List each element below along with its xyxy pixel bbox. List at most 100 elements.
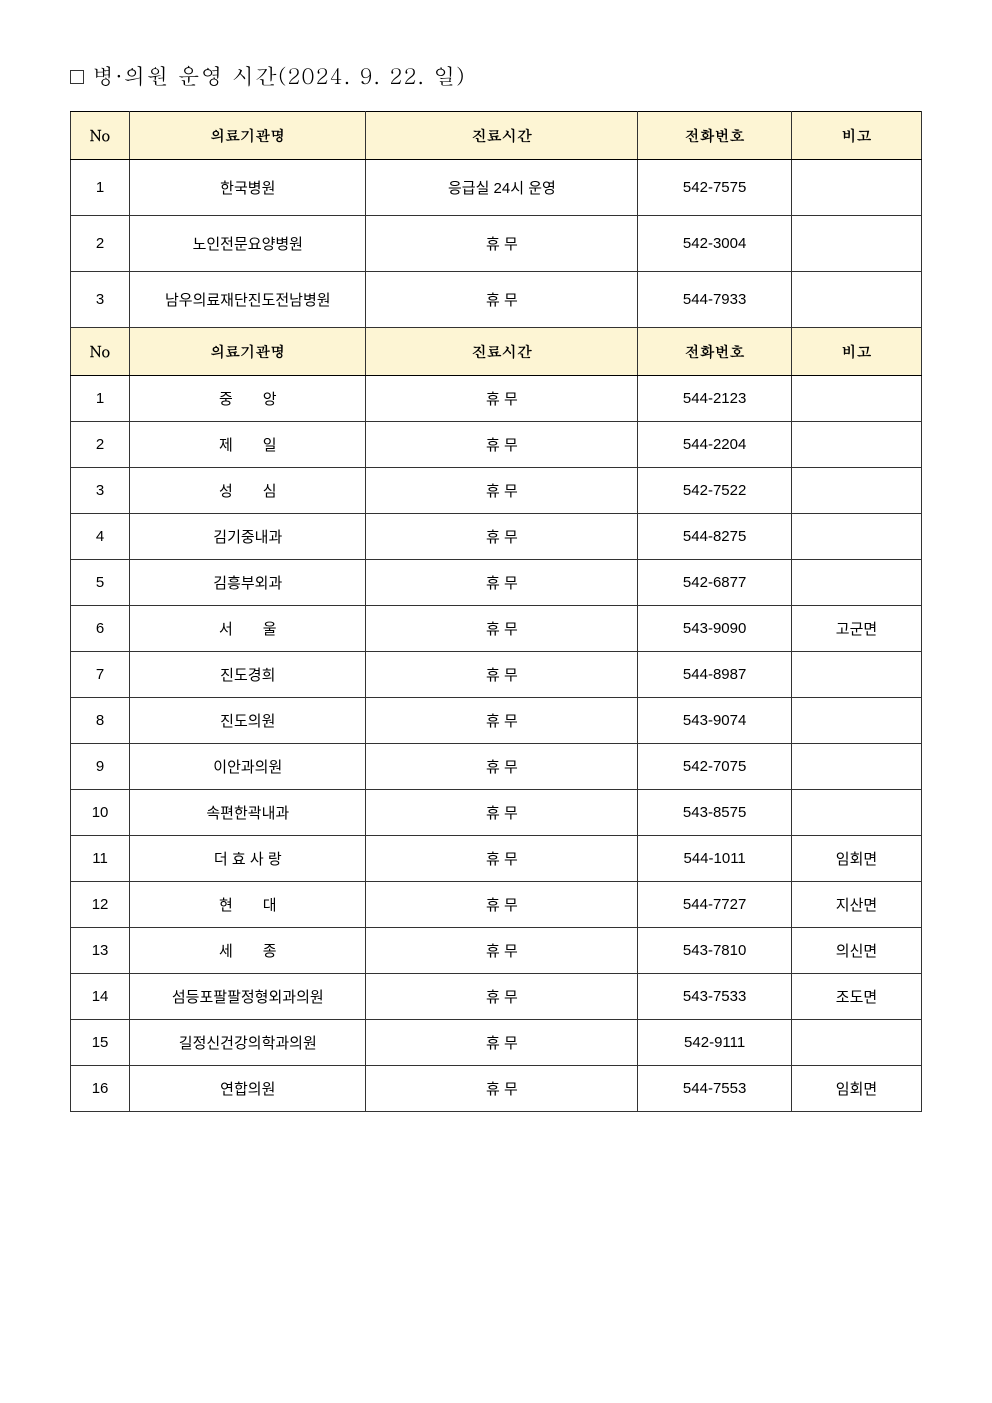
cell-name: 현 대 <box>130 882 366 928</box>
table-row: 5 김흥부외과 휴 무 542-6877 <box>71 560 922 606</box>
cell-phone: 544-7727 <box>638 882 792 928</box>
cell-note: 지산면 <box>791 882 921 928</box>
cell-note: 조도면 <box>791 974 921 1020</box>
cell-phone: 544-1011 <box>638 836 792 882</box>
cell-phone: 542-7075 <box>638 744 792 790</box>
table-row: 2 노인전문요양병원 휴 무 542-3004 <box>71 216 922 272</box>
col-header-name: 의료기관명 <box>130 328 366 376</box>
cell-hours: 휴 무 <box>366 698 638 744</box>
cell-phone: 544-7553 <box>638 1066 792 1112</box>
col-header-hours: 진료시간 <box>366 328 638 376</box>
cell-hours: 휴 무 <box>366 216 638 272</box>
table-row: 11 더 효 사 랑 휴 무 544-1011 임회면 <box>71 836 922 882</box>
cell-no: 1 <box>71 160 130 216</box>
col-header-hours: 진료시간 <box>366 112 638 160</box>
cell-name: 제 일 <box>130 422 366 468</box>
cell-name: 속편한곽내과 <box>130 790 366 836</box>
col-header-no: No <box>71 328 130 376</box>
title-text: 병·의원 운영 시간(2024. 9. 22. 일) <box>92 60 466 91</box>
hours-table: No 의료기관명 진료시간 전화번호 비고 1 한국병원 응급실 24시 운영 … <box>70 111 922 1112</box>
cell-note: 고군면 <box>791 606 921 652</box>
table-row: 6 서 울 휴 무 543-9090 고군면 <box>71 606 922 652</box>
cell-name: 진도경희 <box>130 652 366 698</box>
cell-name: 서 울 <box>130 606 366 652</box>
cell-name: 남우의료재단진도전남병원 <box>130 272 366 328</box>
cell-no: 11 <box>71 836 130 882</box>
cell-phone: 542-6877 <box>638 560 792 606</box>
cell-name: 한국병원 <box>130 160 366 216</box>
cell-note <box>791 1020 921 1066</box>
cell-no: 3 <box>71 272 130 328</box>
table-row: 8 진도의원 휴 무 543-9074 <box>71 698 922 744</box>
cell-name: 길정신건강의학과의원 <box>130 1020 366 1066</box>
cell-phone: 543-9090 <box>638 606 792 652</box>
cell-name: 김흥부외과 <box>130 560 366 606</box>
cell-phone: 543-7533 <box>638 974 792 1020</box>
cell-note <box>791 422 921 468</box>
col-header-note: 비고 <box>791 328 921 376</box>
cell-no: 3 <box>71 468 130 514</box>
table-row: 10 속편한곽내과 휴 무 543-8575 <box>71 790 922 836</box>
cell-hours: 휴 무 <box>366 928 638 974</box>
cell-hours: 응급실 24시 운영 <box>366 160 638 216</box>
bullet-icon <box>70 70 84 84</box>
cell-phone: 543-8575 <box>638 790 792 836</box>
table-row: 3 남우의료재단진도전남병원 휴 무 544-7933 <box>71 272 922 328</box>
cell-no: 2 <box>71 216 130 272</box>
cell-hours: 휴 무 <box>366 606 638 652</box>
cell-phone: 544-7933 <box>638 272 792 328</box>
cell-note <box>791 514 921 560</box>
cell-name: 더 효 사 랑 <box>130 836 366 882</box>
cell-no: 1 <box>71 376 130 422</box>
cell-note <box>791 744 921 790</box>
cell-name: 이안과의원 <box>130 744 366 790</box>
cell-phone: 544-2123 <box>638 376 792 422</box>
cell-phone: 544-2204 <box>638 422 792 468</box>
table-row: 1 중 앙 휴 무 544-2123 <box>71 376 922 422</box>
page-title: 병·의원 운영 시간(2024. 9. 22. 일) <box>70 60 922 91</box>
cell-hours: 휴 무 <box>366 1020 638 1066</box>
table-row: 2 제 일 휴 무 544-2204 <box>71 422 922 468</box>
cell-hours: 휴 무 <box>366 468 638 514</box>
cell-name: 연합의원 <box>130 1066 366 1112</box>
cell-no: 14 <box>71 974 130 1020</box>
cell-hours: 휴 무 <box>366 422 638 468</box>
cell-name: 김기중내과 <box>130 514 366 560</box>
cell-hours: 휴 무 <box>366 790 638 836</box>
cell-note <box>791 468 921 514</box>
cell-no: 4 <box>71 514 130 560</box>
cell-hours: 휴 무 <box>366 744 638 790</box>
table-row: 14 섬등포팔팔정형외과의원 휴 무 543-7533 조도면 <box>71 974 922 1020</box>
cell-no: 13 <box>71 928 130 974</box>
cell-note <box>791 560 921 606</box>
col-header-name: 의료기관명 <box>130 112 366 160</box>
cell-hours: 휴 무 <box>366 1066 638 1112</box>
cell-hours: 휴 무 <box>366 974 638 1020</box>
cell-name: 세 종 <box>130 928 366 974</box>
cell-note <box>791 376 921 422</box>
cell-note <box>791 652 921 698</box>
cell-no: 8 <box>71 698 130 744</box>
cell-no: 2 <box>71 422 130 468</box>
cell-note: 임회면 <box>791 836 921 882</box>
cell-no: 5 <box>71 560 130 606</box>
cell-phone: 543-7810 <box>638 928 792 974</box>
cell-no: 16 <box>71 1066 130 1112</box>
table-row: 12 현 대 휴 무 544-7727 지산면 <box>71 882 922 928</box>
cell-phone: 544-8275 <box>638 514 792 560</box>
cell-no: 6 <box>71 606 130 652</box>
header-row-2: No 의료기관명 진료시간 전화번호 비고 <box>71 328 922 376</box>
col-header-phone: 전화번호 <box>638 112 792 160</box>
table-row: 9 이안과의원 휴 무 542-7075 <box>71 744 922 790</box>
table-row: 16 연합의원 휴 무 544-7553 임회면 <box>71 1066 922 1112</box>
cell-phone: 543-9074 <box>638 698 792 744</box>
table-row: 4 김기중내과 휴 무 544-8275 <box>71 514 922 560</box>
cell-name: 노인전문요양병원 <box>130 216 366 272</box>
table-row: 1 한국병원 응급실 24시 운영 542-7575 <box>71 160 922 216</box>
table-row: 15 길정신건강의학과의원 휴 무 542-9111 <box>71 1020 922 1066</box>
cell-name: 진도의원 <box>130 698 366 744</box>
cell-note <box>791 272 921 328</box>
cell-hours: 휴 무 <box>366 272 638 328</box>
cell-note <box>791 216 921 272</box>
cell-note <box>791 160 921 216</box>
